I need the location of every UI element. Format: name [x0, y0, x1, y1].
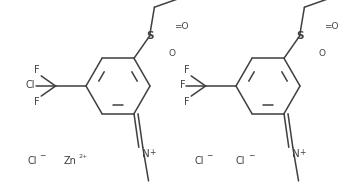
- Text: Cl: Cl: [194, 156, 204, 166]
- Text: F: F: [33, 65, 39, 75]
- Text: S: S: [146, 31, 153, 41]
- Text: Cl: Cl: [236, 156, 245, 166]
- Text: =O: =O: [323, 22, 338, 31]
- Text: −: −: [248, 152, 254, 160]
- Text: F: F: [184, 97, 189, 107]
- Text: −: −: [39, 152, 46, 160]
- Text: N: N: [292, 149, 299, 159]
- Text: +: +: [299, 148, 305, 157]
- Text: F: F: [33, 97, 39, 107]
- Text: F: F: [180, 80, 185, 90]
- Text: F: F: [184, 65, 189, 75]
- Text: 2+: 2+: [78, 154, 88, 158]
- Text: O: O: [319, 49, 326, 58]
- Text: Zn: Zn: [64, 156, 76, 166]
- Text: S: S: [296, 31, 303, 41]
- Text: +: +: [149, 148, 155, 157]
- Text: Cl: Cl: [27, 156, 37, 166]
- Text: N: N: [142, 149, 150, 159]
- Text: O: O: [169, 49, 176, 58]
- Text: −: −: [206, 152, 213, 160]
- Text: Cl: Cl: [26, 80, 35, 90]
- Text: =O: =O: [174, 22, 188, 31]
